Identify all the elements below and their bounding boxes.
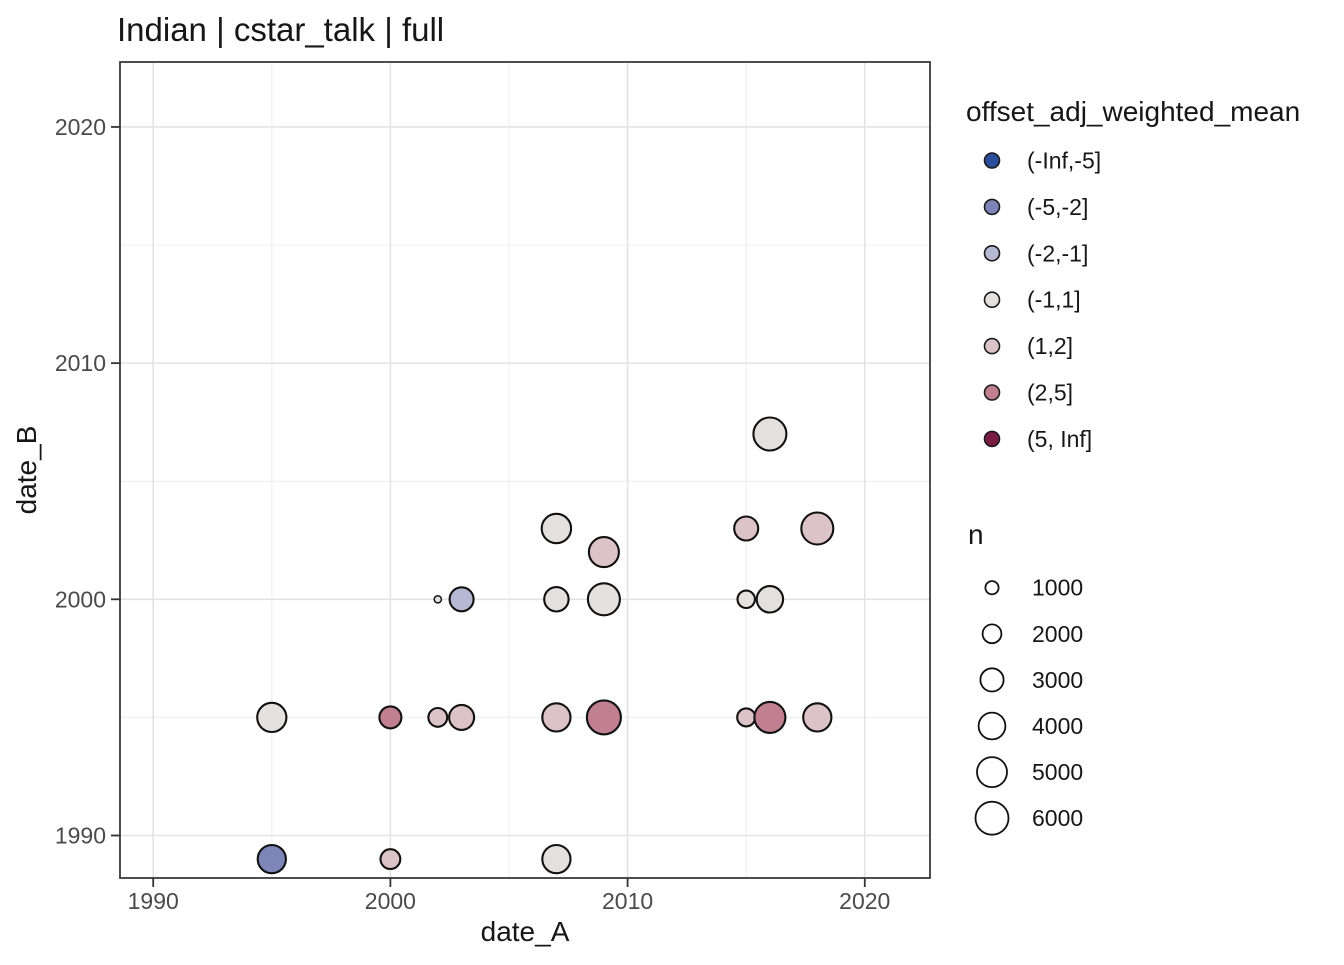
data-point bbox=[448, 703, 476, 731]
data-point bbox=[256, 701, 288, 734]
size-legend-swatch bbox=[984, 580, 1000, 596]
gridlines-minor bbox=[120, 62, 930, 878]
chart-title: Indian | cstar_talk | full bbox=[117, 11, 444, 48]
data-point bbox=[586, 582, 621, 617]
data-point bbox=[541, 843, 572, 875]
data-point bbox=[543, 586, 570, 613]
plot-panel bbox=[120, 62, 930, 878]
y-tick-label: 2020 bbox=[55, 114, 106, 140]
data-point bbox=[256, 843, 287, 875]
data-point bbox=[427, 706, 449, 728]
data-point bbox=[378, 705, 403, 730]
color-legend-label: (2,5] bbox=[1027, 380, 1073, 406]
data-point bbox=[541, 702, 572, 733]
color-legend-swatch bbox=[983, 245, 1001, 262]
y-axis-title: date_B bbox=[11, 426, 42, 515]
data-point bbox=[755, 585, 785, 614]
x-axis-title: date_A bbox=[481, 916, 570, 947]
axis-ticks bbox=[111, 126, 866, 887]
x-tick-label: 2010 bbox=[602, 888, 653, 914]
data-point bbox=[448, 586, 475, 613]
data-point bbox=[802, 702, 833, 733]
y-tick-label: 2000 bbox=[55, 586, 106, 612]
color-legend-swatch bbox=[983, 152, 1001, 169]
color-legend-swatch bbox=[983, 430, 1001, 448]
data-point bbox=[585, 699, 622, 736]
color-legend-label: (-1,1] bbox=[1027, 287, 1081, 313]
gridlines-major bbox=[120, 62, 930, 878]
data-point bbox=[379, 848, 402, 871]
color-legend-title: offset_adj_weighted_mean bbox=[966, 96, 1300, 127]
size-legend-items: 1000 2000 3000 4000 5000 6000 bbox=[974, 575, 1083, 836]
color-legend-label: (5, Inf] bbox=[1027, 426, 1092, 452]
x-tick-label: 2020 bbox=[839, 888, 890, 914]
size-legend-label: 6000 bbox=[1032, 805, 1083, 831]
x-tick-label: 1990 bbox=[128, 888, 179, 914]
color-legend-swatch bbox=[983, 291, 1001, 309]
data-point bbox=[733, 515, 760, 542]
size-legend-title: n bbox=[968, 519, 984, 550]
axis-tick-labels: 1990 2000 2010 2020 1990 2000 2010 2020 bbox=[55, 114, 891, 914]
color-legend-items: (-Inf,-5] (-5,-2] (-2,-1] (-1,1] (1,2] (2,5] (… bbox=[983, 148, 1101, 452]
y-tick-label: 2010 bbox=[55, 350, 106, 376]
data-point bbox=[752, 416, 788, 452]
y-tick-label: 1990 bbox=[55, 822, 106, 848]
data-point bbox=[800, 511, 835, 546]
color-legend-label: (-5,-2] bbox=[1027, 194, 1088, 220]
data-point bbox=[736, 589, 756, 610]
size-legend-swatch bbox=[977, 711, 1007, 741]
size-legend-label: 5000 bbox=[1032, 759, 1083, 785]
size-legend-label: 4000 bbox=[1032, 713, 1083, 739]
data-point bbox=[753, 700, 787, 734]
data-point bbox=[587, 536, 620, 569]
data-point bbox=[736, 707, 757, 728]
data-point bbox=[433, 594, 443, 604]
size-legend-label: 1000 bbox=[1032, 575, 1083, 601]
color-legend-label: (-2,-1] bbox=[1027, 240, 1088, 266]
color-legend-swatch bbox=[983, 198, 1001, 216]
color-legend-swatch bbox=[983, 384, 1001, 401]
size-legend-swatch bbox=[976, 756, 1008, 788]
panel-border bbox=[119, 61, 931, 879]
data-points-layer bbox=[256, 416, 835, 875]
size-legend-swatch bbox=[979, 667, 1005, 693]
size-legend-label: 2000 bbox=[1032, 621, 1083, 647]
data-point bbox=[540, 512, 573, 545]
color-legend-label: (-Inf,-5] bbox=[1027, 148, 1101, 174]
size-legend-swatch bbox=[974, 800, 1010, 836]
x-tick-label: 2000 bbox=[365, 888, 416, 914]
color-legend-swatch bbox=[983, 337, 1001, 355]
size-legend-label: 3000 bbox=[1032, 667, 1083, 693]
color-legend-label: (1,2] bbox=[1027, 333, 1073, 359]
size-legend-swatch bbox=[981, 623, 1003, 645]
